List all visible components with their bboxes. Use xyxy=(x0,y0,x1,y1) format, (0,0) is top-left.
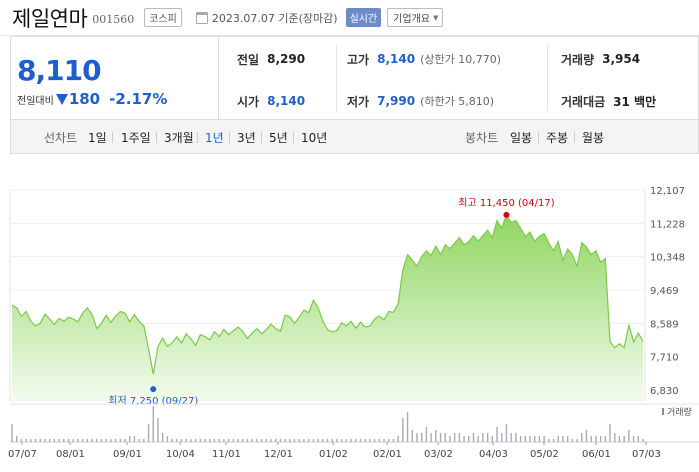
x-tick-label: 11/01 xyxy=(212,449,241,460)
x-tick-label: 05/02 xyxy=(530,449,559,460)
y-tick-label: 9,469 xyxy=(650,286,679,297)
stat-open: 시가 8,140 xyxy=(237,91,305,111)
market-badge: 코스피 xyxy=(144,8,182,27)
stat-label: 고가 xyxy=(347,52,370,67)
y-tick-label: 10,348 xyxy=(650,253,685,264)
x-tick-label: 09/01 xyxy=(113,449,142,460)
stat-prev-close: 전일 8,290 xyxy=(237,49,305,69)
current-price: 8,110 xyxy=(17,54,102,87)
x-tick-label: 10/04 xyxy=(166,449,195,460)
candle-daily[interactable]: 일봉 xyxy=(510,131,533,145)
price-panel: 8,110 전일대비 180 -2.17% 전일 8,290 고가 8,140 … xyxy=(10,36,699,120)
x-tick-label: 07/07 xyxy=(8,449,37,460)
low-marker xyxy=(150,386,157,393)
stat-value: 8,140 xyxy=(267,94,306,108)
realtime-button[interactable]: 실시간 xyxy=(345,8,382,27)
company-overview-dropdown[interactable]: 기업개요 ▼ xyxy=(387,8,444,27)
stat-low: 저가 7,990 (하한가 5,810) xyxy=(347,91,494,111)
divider xyxy=(293,132,294,143)
period-1w[interactable]: 1주일 xyxy=(121,131,151,145)
high-annotation: 최고 11,450 (04/17) xyxy=(458,197,554,209)
divider xyxy=(538,132,539,143)
y-tick-label: 11,228 xyxy=(650,219,685,230)
stat-value: 8,290 xyxy=(267,52,306,66)
stat-label: 거래대금 xyxy=(561,94,606,109)
stat-label: 전일 xyxy=(237,52,260,67)
divider xyxy=(336,45,337,111)
stat-turnover: 거래대금 31 백만 xyxy=(561,91,656,111)
divider xyxy=(156,132,157,143)
x-tick-label: 06/01 xyxy=(582,449,611,460)
y-tick-label: 6,830 xyxy=(650,386,679,397)
period-1d[interactable]: 1일 xyxy=(88,131,107,145)
stat-value: 7,990 xyxy=(377,94,416,108)
high-marker xyxy=(503,211,510,218)
candle-chart-label: 봉차트 xyxy=(465,131,499,145)
divider xyxy=(229,132,230,143)
period-3y[interactable]: 3년 xyxy=(237,131,256,145)
y-tick-label: 8,589 xyxy=(650,319,679,330)
divider xyxy=(574,132,575,143)
stock-header: 제일연마 001560 코스피 2023.07.07 기준(장마감) 실시간 기… xyxy=(0,0,699,36)
candle-weekly[interactable]: 주봉 xyxy=(546,131,569,145)
stock-code: 001560 xyxy=(92,13,135,26)
stat-sub: (상한가 10,770) xyxy=(420,53,501,66)
stat-high: 고가 8,140 (상한가 10,770) xyxy=(347,49,501,69)
stat-value: 3,954 xyxy=(602,52,641,66)
candle-monthly[interactable]: 월봉 xyxy=(582,131,605,145)
date-text: 2023.07.07 기준(장마감) xyxy=(211,11,338,25)
period-5y[interactable]: 5년 xyxy=(269,131,288,145)
x-tick-label: 03/02 xyxy=(424,449,453,460)
chevron-down-icon: ▼ xyxy=(432,13,439,22)
x-tick-label: 04/03 xyxy=(479,449,508,460)
period-bar: 선차트 1일 1주일 3개월 1년 3년 5년 10년 봉차트 일봉 주봉 월봉 xyxy=(10,120,699,154)
divider xyxy=(112,132,113,143)
stat-label: 거래량 xyxy=(561,52,595,67)
divider xyxy=(547,45,548,111)
low-annotation: 최저 7,250 (09/27) xyxy=(108,395,198,407)
change-label: 전일대비 xyxy=(17,95,54,107)
y-tick-label: 12,107 xyxy=(650,186,685,197)
stat-label: 시가 xyxy=(237,94,260,109)
price-change-row: 전일대비 180 -2.17% xyxy=(17,90,167,108)
calendar-icon xyxy=(195,11,208,24)
price-change: 180 xyxy=(68,90,101,108)
divider xyxy=(197,132,198,143)
stat-volume: 거래량 3,954 xyxy=(561,49,640,69)
x-tick-label: 02/01 xyxy=(373,449,402,460)
price-line xyxy=(11,213,644,375)
x-tick-label: 01/02 xyxy=(319,449,348,460)
y-tick-label: 7,710 xyxy=(650,353,679,364)
x-tick-label: 08/01 xyxy=(56,449,85,460)
volume-legend-swatch xyxy=(662,408,664,415)
stat-label: 저가 xyxy=(347,94,370,109)
current-price-block: 8,110 전일대비 180 -2.17% xyxy=(11,37,219,119)
price-chart[interactable]: 12,107 11,228 10,348 9,469 8,589 7,710 6,830 최… xyxy=(0,176,699,472)
period-10y[interactable]: 10년 xyxy=(301,131,328,145)
x-tick-label: 12/01 xyxy=(264,449,293,460)
period-1y[interactable]: 1년 xyxy=(205,131,224,145)
down-arrow-icon xyxy=(55,93,68,105)
x-tick-label: 07/03 xyxy=(632,449,661,460)
price-change-pct: -2.17% xyxy=(109,90,168,108)
stat-value: 8,140 xyxy=(377,52,416,66)
stat-value: 31 백만 xyxy=(613,94,657,109)
line-chart-label: 선차트 xyxy=(44,131,78,145)
stock-name: 제일연마 xyxy=(12,6,88,31)
company-overview-label: 기업개요 xyxy=(393,14,430,25)
divider xyxy=(261,132,262,143)
period-3m[interactable]: 3개월 xyxy=(164,131,194,145)
stat-sub: (하한가 5,810) xyxy=(420,95,494,108)
price-area xyxy=(12,214,643,400)
volume-legend: 거래량 xyxy=(667,406,692,418)
